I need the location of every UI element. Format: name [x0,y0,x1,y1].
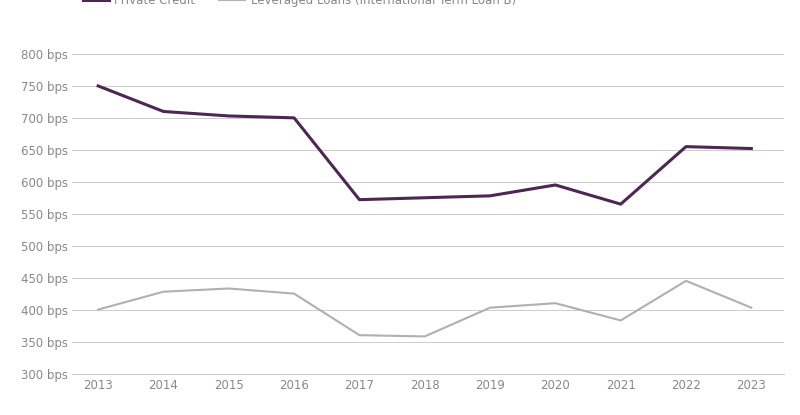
Legend: Private Credit, Leveraged Loans (International Term Loan B): Private Credit, Leveraged Loans (Interna… [78,0,521,12]
